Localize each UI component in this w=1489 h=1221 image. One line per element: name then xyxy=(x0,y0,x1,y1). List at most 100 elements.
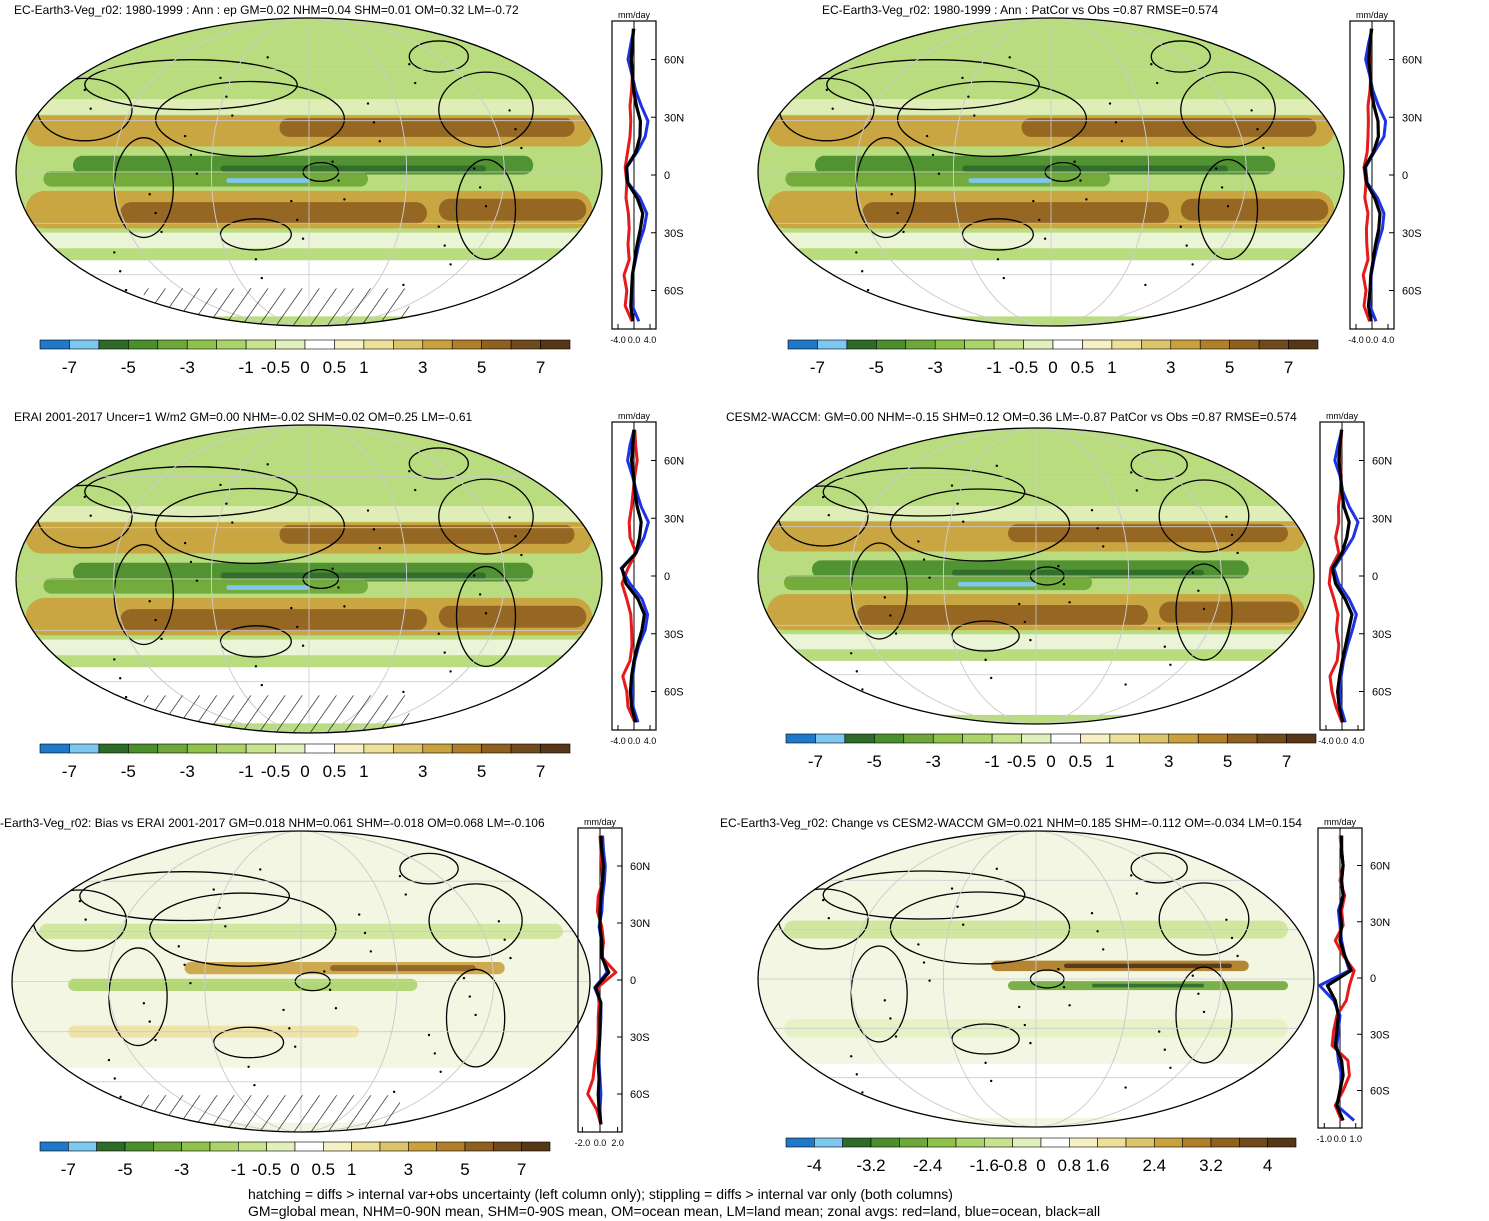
colorbar-label: -0.5 xyxy=(252,1160,281,1179)
colorbar-swatch xyxy=(323,1141,352,1152)
colorbar-swatch xyxy=(984,1137,1013,1148)
lat-tick-label: 60S xyxy=(630,1089,650,1101)
colorbar-label: -5 xyxy=(867,752,882,771)
zonal-unit-label: mm/day xyxy=(584,817,617,827)
panel-4-title: CESM2-WACCM: GM=0.00 NHM=-0.15 SHM=0.12 … xyxy=(726,410,1297,424)
colorbar-label: 0 xyxy=(1046,752,1055,771)
panel-2-title: EC-Earth3-Veg_r02: 1980-1999 : Ann : Pat… xyxy=(822,3,1219,17)
colorbar-swatch xyxy=(153,1141,182,1152)
colorbar-label: 0.5 xyxy=(1069,752,1093,771)
colorbar-swatch xyxy=(844,733,875,744)
series-ocean xyxy=(1332,429,1360,723)
colorbar-swatch xyxy=(870,1137,900,1148)
lat-tick-label: 60N xyxy=(1372,456,1392,468)
colorbar-label: 5 xyxy=(1225,358,1234,377)
lat-tick-label: 30N xyxy=(664,112,684,124)
x-tick-label: -4.0 xyxy=(610,736,626,746)
lat-tick-label: 30N xyxy=(1372,513,1392,525)
colorbar-label: -2.4 xyxy=(913,1156,942,1175)
colorbar-swatch xyxy=(1199,339,1230,350)
panel-6: EC-Earth3-Veg_r02: Change vs CESM2-WACCM… xyxy=(720,816,1480,1186)
lat-tick-label: 30S xyxy=(664,629,684,641)
x-tick-label: -4.0 xyxy=(610,335,626,345)
colorbar-swatch xyxy=(304,743,335,754)
lat-tick-label: 0 xyxy=(664,571,670,583)
colorbar-swatch xyxy=(1069,1137,1098,1148)
colorbar-swatch xyxy=(245,743,276,754)
panel-2-map xyxy=(757,17,1345,327)
x-tick-label: -1.0 xyxy=(1317,1134,1333,1144)
lat-tick-label: 60N xyxy=(1402,55,1422,67)
colorbar-swatch xyxy=(379,1141,409,1152)
colorbar-swatch xyxy=(422,339,453,350)
x-tick-label: -4.0 xyxy=(1318,736,1334,746)
colorbar-swatch xyxy=(157,743,188,754)
colorbar-swatch xyxy=(1210,1137,1240,1148)
lat-tick-label: 0 xyxy=(1370,973,1376,985)
lat-tick-label: 30N xyxy=(1402,112,1422,124)
colorbar-swatch xyxy=(451,339,482,350)
colorbar-swatch xyxy=(39,339,70,350)
colorbar-swatch xyxy=(294,1141,324,1152)
colorbar-swatch xyxy=(96,1141,126,1152)
colorbar-label: 5 xyxy=(477,762,486,781)
colorbar-label: -7 xyxy=(62,358,77,377)
colorbar-label: 3 xyxy=(418,762,427,781)
panel-1: EC-Earth3-Veg_r02: 1980-1999 : Ann : ep … xyxy=(14,3,714,383)
colorbar-swatch xyxy=(422,743,453,754)
colorbar-label: 0.5 xyxy=(323,762,347,781)
panel-1-title: EC-Earth3-Veg_r02: 1980-1999 : Ann : ep … xyxy=(14,3,519,17)
lat-tick-label: 30S xyxy=(1402,228,1422,240)
colorbar-swatch xyxy=(186,339,217,350)
panel-6-colorbar: -4 -3.2 -2.4 -1.6 -0.8 0 0.8 1.6 2.4 3.2 4 xyxy=(785,1137,1297,1175)
colorbar-swatch xyxy=(351,1141,381,1152)
lat-tick-label: 30S xyxy=(1370,1029,1390,1041)
zonal-unit-label: mm/day xyxy=(1324,817,1357,827)
lat-tick-label: 60S xyxy=(664,286,684,298)
lat-tick-label: 60N xyxy=(664,55,684,67)
colorbar-swatch xyxy=(540,339,571,350)
colorbar-swatch xyxy=(1197,733,1228,744)
series-ocean xyxy=(625,28,650,322)
colorbar-swatch xyxy=(464,1141,494,1152)
colorbar-swatch xyxy=(510,743,541,754)
panel-4: CESM2-WACCM: GM=0.00 NHM=-0.15 SHM=0.12 … xyxy=(726,410,1476,790)
panel-4-map xyxy=(757,427,1315,725)
colorbar-label: -5 xyxy=(117,1160,132,1179)
colorbar-label: 0 xyxy=(300,762,309,781)
colorbar-label: 7 xyxy=(1284,358,1293,377)
lat-tick-label: 30S xyxy=(664,228,684,240)
colorbar-swatch xyxy=(899,1137,928,1148)
colorbar-label: 3 xyxy=(1164,752,1173,771)
colorbar-swatch xyxy=(962,733,993,744)
x-tick-label: -4.0 xyxy=(1348,335,1364,345)
colorbar-label: 5 xyxy=(460,1160,469,1179)
series-all xyxy=(1325,835,1353,1122)
colorbar-swatch xyxy=(181,1141,211,1152)
x-tick-label: 0.0 xyxy=(628,335,641,345)
colorbar-label: 7 xyxy=(517,1160,526,1179)
panel-3-colorbar: -7 -5 -3 -1 -0.5 0 0.5 1 3 5 7 xyxy=(39,743,571,781)
panel-3-map xyxy=(15,424,603,734)
colorbar-swatch xyxy=(1227,733,1258,744)
colorbar-label: 0 xyxy=(300,358,309,377)
colorbar-swatch xyxy=(1023,339,1054,350)
lat-tick-label: 60S xyxy=(1370,1086,1390,1098)
x-tick-label: 4.0 xyxy=(1382,335,1395,345)
colorbar-swatch xyxy=(1256,733,1287,744)
colorbar-label: 7 xyxy=(1282,752,1291,771)
colorbar-label: 3.2 xyxy=(1199,1156,1223,1175)
colorbar-swatch xyxy=(39,743,70,754)
colorbar-label: 0.5 xyxy=(312,1160,336,1179)
zonal-unit-label: mm/day xyxy=(618,411,651,421)
lat-tick-label: 30S xyxy=(630,1032,650,1044)
colorbar-swatch xyxy=(1170,339,1201,350)
colorbar-swatch xyxy=(934,339,965,350)
panel-2-zonal-plot: mm/day 60N 30N 0 30S 60S -4.0 0.0 4.0 xyxy=(1348,10,1422,345)
colorbar-swatch xyxy=(991,733,1022,744)
colorbar-label: -7 xyxy=(810,358,825,377)
colorbar-swatch xyxy=(1109,733,1140,744)
colorbar-swatch xyxy=(903,733,934,744)
x-tick-label: 1.0 xyxy=(1349,1134,1362,1144)
colorbar-swatch xyxy=(1082,339,1113,350)
